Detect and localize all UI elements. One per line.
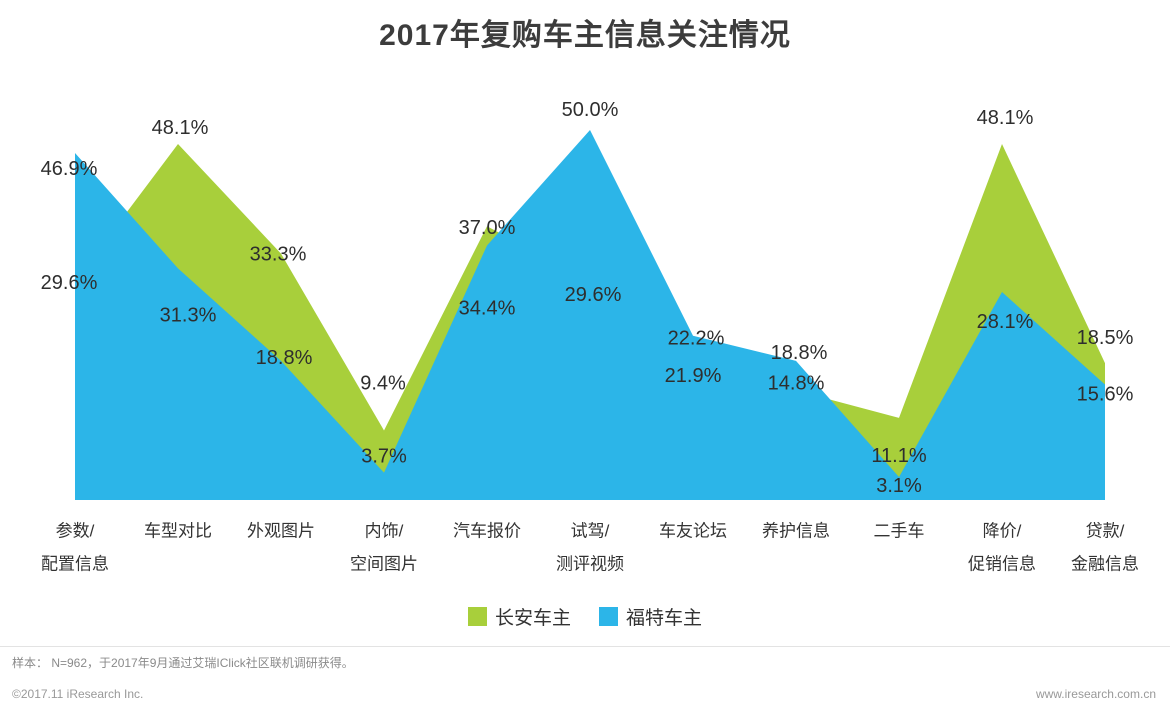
data-label: 37.0%: [459, 217, 516, 239]
chart-title: 2017年复购车主信息关注情况: [379, 19, 791, 52]
category-label: 汽车报价: [453, 522, 521, 541]
sample-note: 样本： N=962，于2017年9月通过艾瑞IClick社区联机调研获得。: [12, 656, 354, 670]
data-label: 48.1%: [977, 107, 1034, 129]
data-label: 34.4%: [459, 297, 516, 319]
data-label: 18.8%: [256, 347, 313, 369]
category-label: 车友论坛: [659, 522, 727, 541]
legend-label-ford: 福特车主: [626, 608, 703, 629]
data-label: 3.1%: [876, 475, 922, 497]
category-label: 外观图片: [247, 522, 315, 541]
area-chart: 29.6% 48.1% 33.3% 9.4% 37.0% 29.6% 21.9% 14.8% 1…: [41, 99, 1139, 574]
footer-divider: [0, 646, 1170, 647]
data-label: 21.9%: [665, 365, 722, 387]
category-label: 测评视频: [556, 555, 624, 574]
category-label: 金融信息: [1071, 555, 1139, 574]
website-link: www.iresearch.com.cn: [1035, 687, 1156, 701]
category-label: 配置信息: [41, 555, 109, 574]
data-label: 29.6%: [565, 284, 622, 306]
data-label: 9.4%: [360, 372, 406, 394]
data-label: 11.1%: [871, 445, 926, 467]
legend-swatch-changan-icon: [467, 607, 487, 626]
data-label: 18.5%: [1077, 327, 1134, 349]
category-label: 内饰/: [365, 522, 404, 541]
data-label: 31.3%: [160, 304, 217, 326]
category-label: 空间图片: [350, 555, 418, 574]
data-label: 15.6%: [1077, 384, 1134, 406]
data-label: 29.6%: [41, 272, 98, 294]
data-label: 14.8%: [768, 372, 825, 394]
data-label: 28.1%: [977, 311, 1034, 333]
category-label: 降价/: [983, 522, 1022, 541]
area-series-ford: [75, 130, 1105, 500]
category-label: 养护信息: [762, 522, 830, 541]
category-label: 试驾/: [571, 522, 610, 541]
legend-swatch-ford-icon: [599, 607, 618, 626]
data-label: 48.1%: [152, 117, 209, 139]
data-label: 18.8%: [771, 342, 828, 364]
data-label: 33.3%: [250, 244, 307, 266]
data-label: 50.0%: [562, 99, 619, 121]
copyright-text: ©2017.11 iResearch Inc.: [12, 687, 144, 701]
category-label: 车型对比: [144, 522, 212, 541]
category-label: 贷款/: [1086, 522, 1125, 541]
category-label: 参数/: [56, 522, 95, 541]
data-label: 46.9%: [41, 158, 98, 180]
legend-item-ford: 福特车主: [599, 603, 702, 630]
legend-item-changan: 长安车主: [467, 603, 571, 630]
category-label: 促销信息: [968, 555, 1036, 574]
data-label: 3.7%: [361, 446, 407, 468]
data-label: 22.2%: [668, 328, 725, 350]
chart-legend: 长安车主 福特车主: [0, 603, 1170, 630]
legend-label-changan: 长安车主: [494, 608, 571, 629]
category-label: 二手车: [874, 522, 925, 541]
